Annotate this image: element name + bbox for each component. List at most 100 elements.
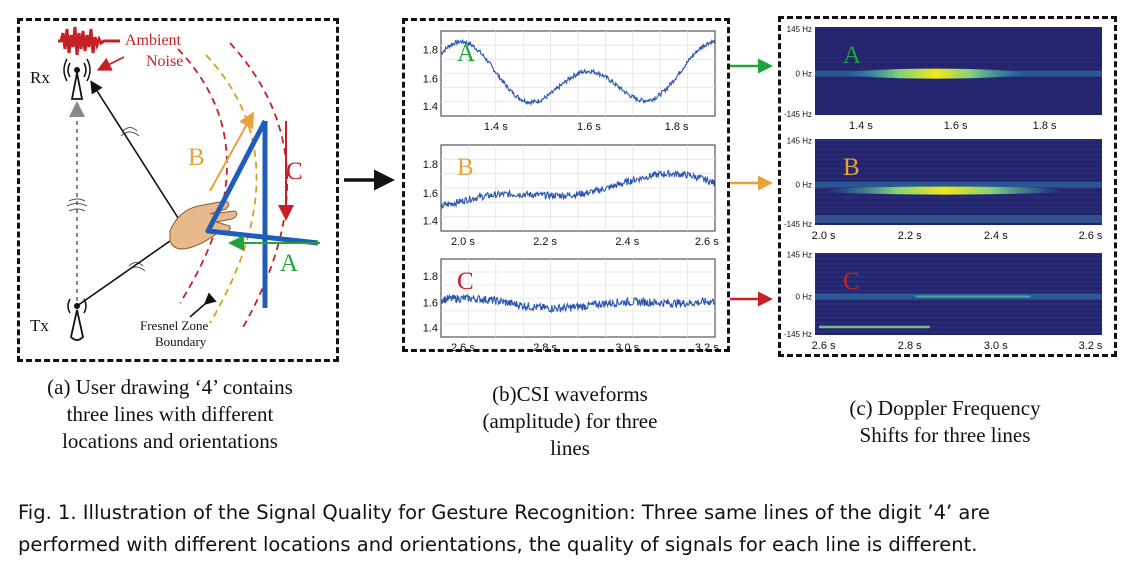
spectrogram-texture [815, 80, 1102, 84]
csi-x-tick: 2.8 s [533, 342, 557, 354]
doppler-y-tick: 0 Hz [796, 292, 812, 301]
csi-x-tick: 2.2 s [533, 236, 557, 248]
digit-four-stroke [205, 119, 319, 246]
csi-y-tick: 1.8 [423, 271, 438, 283]
spectrogram-texture [815, 90, 1102, 93]
csi-x-tick: 1.6 s [577, 121, 601, 133]
ambient-noise-icon [58, 26, 120, 56]
spectrogram-texture [815, 27, 1102, 30]
caption-b: (b)CSI waveforms (amplitude) for three l… [430, 381, 710, 462]
caption-a-line2: three lines with different [66, 402, 274, 426]
csi-y-tick: 1.8 [423, 159, 438, 171]
spectrogram-texture [815, 153, 1102, 156]
spectrogram-texture [815, 196, 1102, 199]
doppler-y-tick: 0 Hz [796, 181, 812, 190]
doppler-zero-band [815, 181, 1102, 188]
spectrogram-texture [815, 307, 1102, 310]
spectrogram-texture [815, 253, 1102, 256]
csi-y-tick: 1.4 [423, 101, 438, 113]
csi-x-tick: 3.2 s [695, 342, 719, 354]
tx-antenna-icon [67, 298, 87, 341]
rx-antenna-icon [63, 58, 91, 100]
spectrogram-texture [815, 85, 1102, 89]
spectrogram-texture [815, 321, 1102, 324]
spectrogram-texture [815, 148, 1102, 151]
fresnel-label-2: Boundary [155, 334, 207, 349]
arrows-b-to-c [730, 58, 773, 307]
caption-a-line1: (a) User drawing ‘4’ contains [47, 375, 293, 399]
spectrogram-texture [815, 303, 1102, 306]
doppler-x-tick: 2.0 s [812, 230, 836, 242]
csi-x-tick: 3.0 s [615, 342, 639, 354]
doppler-plot-label: C [843, 268, 860, 295]
csi-x-tick: 1.8 s [665, 121, 689, 133]
doppler-x-tick: 2.6 s [812, 340, 836, 352]
spectrogram-texture [815, 205, 1102, 209]
spectrogram-texture [815, 31, 1102, 35]
spectrogram-texture [815, 177, 1102, 180]
tx-label: Tx [30, 316, 49, 335]
caption-a-line3: locations and orientations [62, 429, 278, 453]
spectrogram-texture [815, 66, 1102, 69]
panel-c-doppler: 145 Hz 0 Hz -145 Hz 1.4 s 1.6 s 1.8 s A 145 Hz 0… [778, 16, 1117, 357]
csi-plot-label: B [457, 154, 474, 181]
arrow-a-to-b [344, 169, 395, 191]
csi-waveform-line [440, 169, 716, 209]
caption-c-line2: Shifts for three lines [859, 423, 1031, 447]
csi-x-tick: 2.0 s [451, 236, 475, 248]
doppler-x-tick: 1.6 s [944, 120, 968, 132]
csi-waveform-line [440, 38, 716, 107]
csi-y-tick: 1.4 [423, 323, 438, 335]
csi-waveform-line [440, 293, 716, 314]
doppler-x-tick: 2.8 s [898, 340, 922, 352]
spectrogram-texture [815, 105, 1102, 108]
ambient-label: Ambient [125, 32, 182, 49]
spectrogram-texture [815, 41, 1102, 45]
doppler-x-tick: 3.0 s [984, 340, 1008, 352]
doppler-x-tick: 2.6 s [1079, 230, 1103, 242]
noise-label: Noise [146, 53, 183, 70]
spectrogram-texture [815, 262, 1102, 265]
spectrogram-texture [815, 201, 1102, 204]
spectrogram-texture [815, 36, 1102, 40]
panel-b-csi: 1.8 1.6 1.4 1.4 s 1.6 s 1.8 s A 1.8 1.6 1.4 2.0 s 2… [402, 18, 730, 354]
csi-plot-label: A [457, 40, 475, 67]
doppler-x-tick: 2.2 s [898, 230, 922, 242]
spectrogram-texture [815, 289, 1102, 292]
spectrogram-texture [815, 167, 1102, 171]
spectrogram-texture [815, 325, 1102, 329]
doppler-plot-label: A [843, 42, 861, 69]
spectrogram-texture [815, 330, 1102, 333]
caption-b-line3: lines [550, 436, 590, 460]
spectrogram-texture [815, 316, 1102, 320]
doppler-energy-band [824, 186, 1065, 195]
doppler-y-tick: 145 Hz [787, 25, 812, 34]
spectrogram-texture [815, 100, 1102, 103]
spectrogram-noise [815, 215, 1102, 223]
csi-plot-label: C [457, 268, 474, 295]
spectrogram-texture [815, 110, 1102, 113]
spectrogram-texture [815, 298, 1102, 301]
csi-x-tick: 2.6 s [451, 342, 475, 354]
spectrogram-texture [815, 95, 1102, 98]
doppler-spectrogram-plots: 145 Hz 0 Hz -145 Hz 1.4 s 1.6 s 1.8 s A 145 Hz 0… [784, 25, 1103, 352]
spectrogram-texture [815, 280, 1102, 283]
spectrogram-texture [815, 271, 1102, 274]
doppler-y-tick: 145 Hz [787, 251, 812, 260]
doppler-x-tick: 1.4 s [849, 120, 873, 132]
doppler-y-tick: 145 Hz [787, 137, 812, 146]
doppler-y-tick: -145 Hz [784, 220, 812, 229]
spectrogram-texture [815, 139, 1102, 142]
scene-illustration: Ambient Noise Rx Tx [30, 26, 320, 349]
spectrogram-texture [815, 61, 1102, 64]
caption-c-line1: (c) Doppler Frequency [849, 396, 1041, 420]
line-a-label: A [280, 250, 298, 277]
csi-x-tick: 2.6 s [695, 236, 719, 248]
caption-b-line1: (b)CSI waveforms [492, 382, 648, 406]
spectrogram-texture [815, 257, 1102, 260]
csi-y-tick: 1.6 [423, 188, 438, 200]
csi-x-tick: 2.4 s [615, 236, 639, 248]
spectrogram-texture [815, 158, 1102, 161]
spectrogram-texture [815, 210, 1102, 214]
csi-waveform-plots: 1.8 1.6 1.4 1.4 s 1.6 s 1.8 s A 1.8 1.6 1.4 2.0 s 2… [423, 30, 719, 354]
